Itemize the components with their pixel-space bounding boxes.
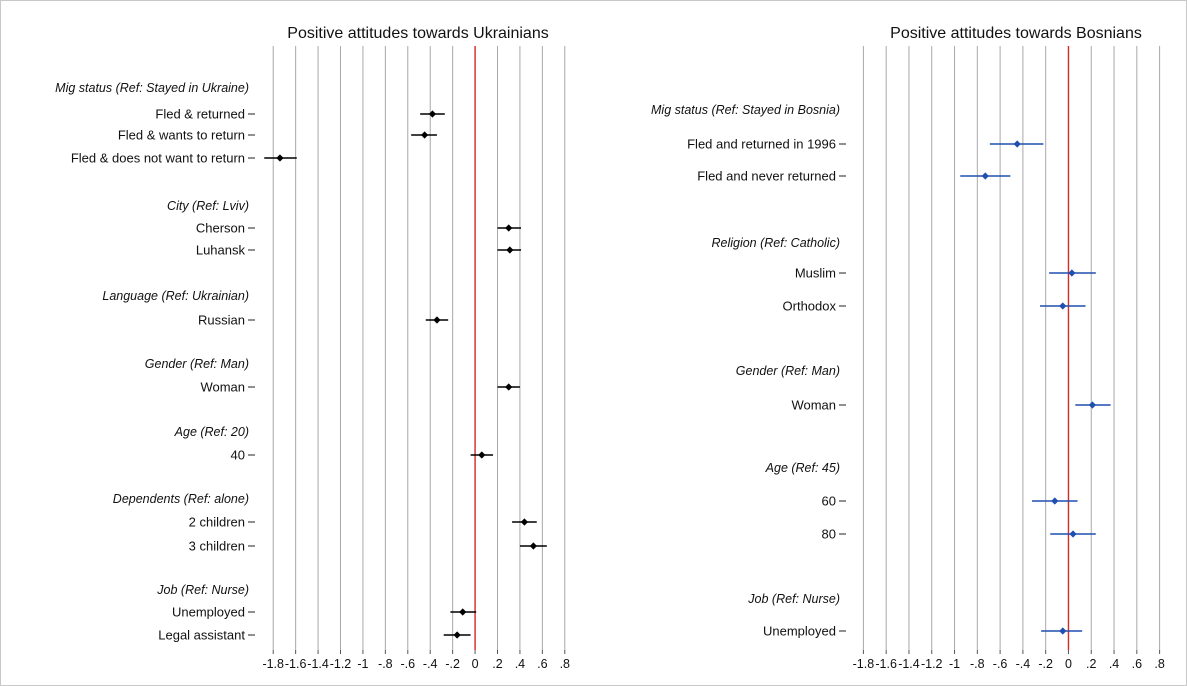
point-estimate <box>1068 269 1076 277</box>
chart-title: Positive attitudes towards Ukrainians <box>287 25 548 42</box>
point-estimate <box>505 383 513 391</box>
level-label: Fled & returned <box>155 107 245 122</box>
point-estimate <box>428 110 437 118</box>
x-tick-label: -.6 <box>993 657 1008 671</box>
level-label: 3 children <box>189 539 245 554</box>
x-tick-label: -.8 <box>970 657 985 671</box>
level-label: Russian <box>198 313 245 328</box>
group-label: Age (Ref: 20) <box>174 425 249 439</box>
x-tick-label: .6 <box>1132 657 1142 671</box>
point-estimate <box>506 246 514 254</box>
x-tick-label: .6 <box>537 657 547 671</box>
point-estimate <box>459 608 467 616</box>
panel-ukrainians: Positive attitudes towards Ukrainians -1.… <box>55 25 570 671</box>
x-tick-label: 0 <box>1065 657 1072 671</box>
point-estimate <box>505 224 513 232</box>
x-tick-label: -.2 <box>1038 657 1053 671</box>
point-estimate <box>529 542 537 550</box>
x-tick-label: -1.4 <box>307 657 329 671</box>
point-estimate <box>421 131 429 139</box>
level-label: 60 <box>822 494 836 509</box>
point-estimate <box>1051 497 1059 505</box>
x-tick-label: -1.8 <box>262 657 284 671</box>
level-label: Woman <box>791 398 836 413</box>
point-estimate <box>276 154 284 162</box>
group-label: City (Ref: Lviv) <box>167 199 249 213</box>
group-label: Gender (Ref: Man) <box>145 357 249 371</box>
x-tick-label: -.4 <box>1016 657 1031 671</box>
point-estimate <box>981 172 989 180</box>
x-tick-label: -.8 <box>378 657 393 671</box>
x-tick-label: .4 <box>1109 657 1119 671</box>
x-tick-label: -1.2 <box>330 657 352 671</box>
x-tick-label: 0 <box>472 657 479 671</box>
point-estimate <box>453 631 461 639</box>
level-label: 2 children <box>189 515 245 530</box>
x-tick-label: -1.6 <box>875 657 897 671</box>
x-tick-label: -.6 <box>400 657 415 671</box>
level-label: Fled & does not want to return <box>71 151 245 166</box>
x-tick-label: .4 <box>515 657 525 671</box>
group-label: Mig status (Ref: Stayed in Bosnia) <box>651 103 840 117</box>
x-tick-label: -1 <box>949 657 960 671</box>
point-estimate <box>1088 401 1096 409</box>
x-tick-label: -1.4 <box>898 657 920 671</box>
group-label: Language (Ref: Ukrainian) <box>102 289 249 303</box>
x-tick-label: -.2 <box>445 657 460 671</box>
level-label: Fled & wants to return <box>118 128 245 143</box>
group-label: Job (Ref: Nurse) <box>156 583 249 597</box>
group-label: Dependents (Ref: alone) <box>113 492 249 506</box>
chart-title: Positive attitudes towards Bosnians <box>890 25 1142 42</box>
panel-bosnians: Positive attitudes towards Bosnians-1.8-… <box>651 25 1165 671</box>
point-estimate <box>1013 140 1021 148</box>
x-tick-label: -1 <box>357 657 368 671</box>
level-label: Cherson <box>196 221 245 236</box>
group-label: Religion (Ref: Catholic) <box>711 236 840 250</box>
x-tick-label: -1.2 <box>921 657 943 671</box>
level-label: Fled and never returned <box>697 169 836 184</box>
group-label: Age (Ref: 45) <box>765 461 840 475</box>
point-estimate <box>433 316 441 324</box>
level-label: Legal assistant <box>158 628 245 643</box>
x-tick-label: -.4 <box>423 657 438 671</box>
point-estimate <box>520 518 529 526</box>
level-label: Unemployed <box>172 605 245 620</box>
x-tick-label: .2 <box>492 657 502 671</box>
point-estimate <box>1059 302 1067 310</box>
level-label: 40 <box>231 448 245 463</box>
level-label: Luhansk <box>196 243 246 258</box>
x-tick-label: -1.6 <box>285 657 307 671</box>
level-label: 80 <box>822 527 836 542</box>
point-estimate <box>1059 627 1067 635</box>
level-label: Orthodox <box>783 299 837 314</box>
level-label: Woman <box>200 380 245 395</box>
level-label: Fled and returned in 1996 <box>687 137 836 152</box>
x-tick-label: .8 <box>560 657 570 671</box>
group-label: Job (Ref: Nurse) <box>747 592 840 606</box>
x-tick-label: -1.8 <box>853 657 875 671</box>
x-tick-label: .2 <box>1086 657 1096 671</box>
level-label: Unemployed <box>763 624 836 639</box>
x-tick-label: .8 <box>1154 657 1164 671</box>
point-estimate <box>1069 530 1077 538</box>
level-label: Muslim <box>795 266 836 281</box>
group-label: Gender (Ref: Man) <box>736 364 840 378</box>
point-estimate <box>478 451 486 459</box>
group-label: Mig status (Ref: Stayed in Ukraine) <box>55 81 249 95</box>
